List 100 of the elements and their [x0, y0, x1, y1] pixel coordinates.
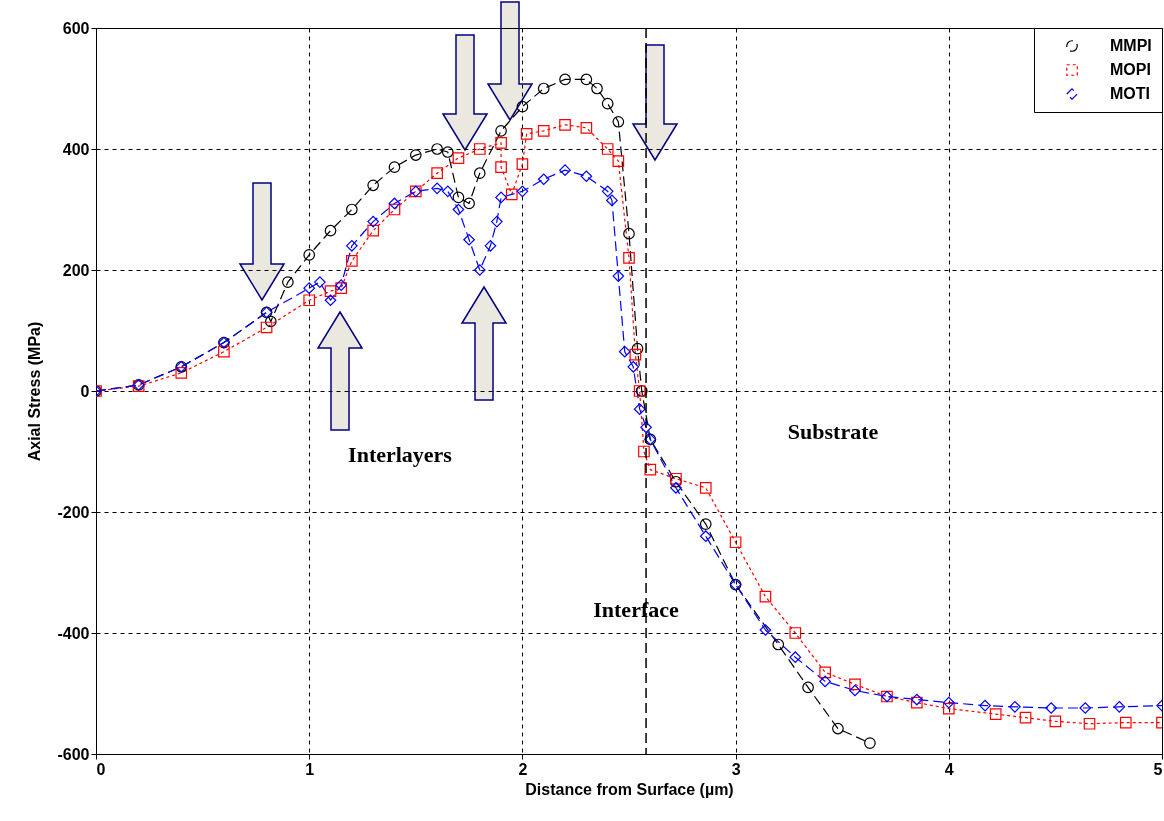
point [495, 137, 507, 149]
point [580, 73, 593, 86]
point [591, 82, 603, 95]
x-axis-title: Distance from Surface (µm) [525, 780, 734, 798]
point [441, 146, 454, 158]
point [580, 121, 593, 134]
point [1113, 700, 1126, 713]
point [612, 115, 625, 128]
point [699, 481, 712, 494]
point [314, 276, 326, 288]
point [1045, 702, 1057, 714]
point [644, 463, 657, 476]
point [473, 264, 486, 276]
point [670, 481, 682, 494]
point [516, 158, 529, 170]
y-tick-label: 600 [62, 19, 90, 37]
point [346, 203, 358, 216]
point [559, 164, 571, 177]
point [819, 675, 831, 688]
y-tick-label: -200 [57, 503, 90, 521]
point [618, 345, 631, 358]
point [431, 182, 443, 195]
point [367, 179, 379, 192]
point [623, 252, 635, 264]
point [516, 185, 529, 198]
point [942, 702, 955, 715]
point [388, 203, 401, 216]
point [1049, 715, 1062, 728]
x-tick-label: 1 [305, 760, 315, 778]
point [490, 215, 503, 228]
point [819, 666, 831, 679]
legend-label: MOPI [1110, 61, 1151, 78]
point [346, 239, 358, 252]
x-tick-label: 0 [96, 760, 106, 778]
point [303, 249, 316, 261]
point [559, 118, 571, 131]
point [638, 445, 650, 458]
point [601, 97, 614, 110]
point [729, 536, 742, 549]
point [606, 194, 618, 207]
point [516, 100, 529, 113]
point [441, 185, 454, 198]
legend-label: MOTI [1110, 85, 1150, 102]
point [452, 152, 465, 164]
point [463, 197, 475, 210]
point [346, 255, 358, 267]
point [495, 161, 507, 173]
point [505, 188, 518, 201]
point [367, 215, 379, 228]
point [324, 224, 337, 237]
point [772, 638, 785, 651]
point [303, 282, 316, 294]
point [559, 73, 571, 86]
legend-label: MMPI [1110, 37, 1152, 54]
point [580, 170, 593, 183]
point [303, 294, 316, 307]
point [864, 737, 876, 749]
point [282, 276, 294, 288]
y-axis-title: Axial Stress (MPa) [26, 321, 44, 462]
point [495, 125, 507, 137]
point [989, 708, 1002, 720]
point [832, 722, 844, 735]
point [849, 678, 861, 691]
point [640, 421, 652, 434]
point [431, 143, 443, 155]
y-tick-label: -600 [57, 745, 90, 763]
point [537, 82, 550, 95]
point [431, 167, 443, 180]
annotation: Interlayers [348, 442, 453, 467]
point [537, 173, 550, 186]
point [759, 590, 772, 603]
point [452, 191, 465, 204]
point [601, 143, 614, 155]
point [264, 315, 277, 328]
point [452, 203, 465, 216]
point [1019, 711, 1032, 724]
annotation: Interface [593, 597, 679, 622]
y-tick-label: 400 [62, 140, 90, 158]
point [175, 367, 188, 379]
point [409, 149, 422, 161]
point [1119, 716, 1132, 729]
point [260, 321, 273, 334]
point [520, 128, 533, 140]
x-tick-label: 5 [1153, 760, 1163, 778]
x-tick-label: 3 [731, 760, 741, 778]
point [612, 270, 625, 282]
point [979, 699, 991, 712]
point [495, 191, 507, 204]
y-tick-label: 200 [62, 261, 90, 279]
point [473, 167, 486, 180]
point [1009, 700, 1021, 713]
point [627, 360, 640, 373]
point [463, 233, 475, 246]
point [218, 345, 230, 358]
point [802, 681, 814, 694]
point [1079, 702, 1092, 714]
point [484, 239, 497, 252]
point [789, 651, 802, 664]
point [324, 285, 337, 298]
point [367, 224, 379, 237]
